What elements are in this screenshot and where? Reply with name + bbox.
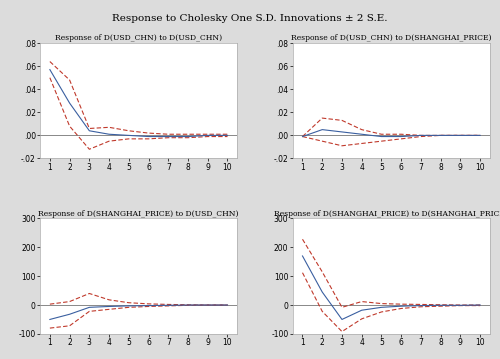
Title: Response of D(USD_CHN) to D(USD_CHN): Response of D(USD_CHN) to D(USD_CHN): [55, 34, 222, 42]
Title: Response of D(SHANGHAI_PRICE) to D(SHANGHAI_PRICE): Response of D(SHANGHAI_PRICE) to D(SHANG…: [274, 210, 500, 218]
Text: Response to Cholesky One S.D. Innovations ± 2 S.E.: Response to Cholesky One S.D. Innovation…: [112, 14, 388, 23]
Title: Response of D(USD_CHN) to D(SHANGHAI_PRICE): Response of D(USD_CHN) to D(SHANGHAI_PRI…: [291, 34, 492, 42]
Title: Response of D(SHANGHAI_PRICE) to D(USD_CHN): Response of D(SHANGHAI_PRICE) to D(USD_C…: [38, 210, 239, 218]
